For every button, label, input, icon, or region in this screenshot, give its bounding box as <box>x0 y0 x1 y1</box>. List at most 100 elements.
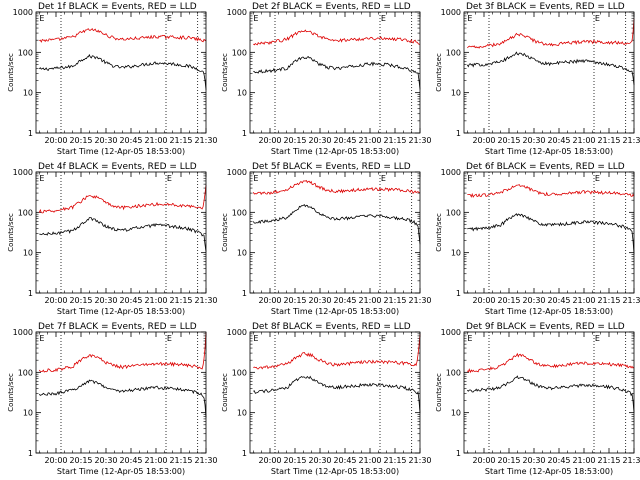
y-tick-label: 100 <box>232 368 247 377</box>
lld-series-line <box>39 28 207 43</box>
event-marker-label: E <box>253 14 258 23</box>
plot-frame <box>463 171 635 294</box>
panel-title: Det 4f BLACK = Events, RED = LLD <box>38 162 197 172</box>
x-tick-label: 21:30 <box>408 456 431 465</box>
detector-panel: Det 6f BLACK = Events, RED = LLD Counts/s… <box>435 162 640 316</box>
x-tick-label: 21:15 <box>169 456 192 465</box>
panel-title: Det 9f BLACK = Events, RED = LLD <box>466 322 625 332</box>
lld-series-line <box>253 29 421 46</box>
y-tick-label: 10 <box>451 409 461 418</box>
y-tick-label: 1000 <box>13 328 33 337</box>
event-marker-label: E <box>167 14 172 23</box>
x-axis-label: Start Time (12-Apr-05 18:53:00) <box>57 467 185 476</box>
event-marker-label: E <box>253 334 258 343</box>
x-tick-label: 20:30 <box>94 456 117 465</box>
y-tick-label: 10 <box>237 249 247 258</box>
detector-panel: Det 1f BLACK = Events, RED = LLD Counts/s… <box>7 2 218 156</box>
x-tick-label: 20:15 <box>69 136 92 145</box>
y-tick-label: 100 <box>446 48 461 57</box>
event-marker-label: E <box>595 174 600 183</box>
detector-panel: Det 3f BLACK = Events, RED = LLD Counts/s… <box>435 2 640 156</box>
events-series-line <box>253 56 421 90</box>
y-axis-label: Counts/sec <box>435 53 443 92</box>
lld-series-line <box>253 333 421 370</box>
y-tick-label: 10 <box>23 409 33 418</box>
x-tick-label: 21:15 <box>383 296 406 305</box>
event-marker-label: E <box>167 334 172 343</box>
event-marker-label: E <box>467 14 472 23</box>
lld-series-line <box>467 184 635 198</box>
x-tick-label: 21:30 <box>622 296 640 305</box>
lld-series-line <box>38 332 207 373</box>
x-tick-label: 20:00 <box>44 136 67 145</box>
x-tick-label: 21:00 <box>358 456 381 465</box>
x-tick-label: 21:15 <box>169 296 192 305</box>
x-tick-label: 21:30 <box>408 296 431 305</box>
x-axis-label: Start Time (12-Apr-05 18:53:00) <box>57 307 185 316</box>
x-axis-label: Start Time (12-Apr-05 18:53:00) <box>57 147 185 156</box>
lld-series-line <box>467 18 635 49</box>
x-tick-label: 21:00 <box>358 296 381 305</box>
x-tick-label: 20:45 <box>547 456 570 465</box>
y-axis-label: Counts/sec <box>7 373 15 412</box>
y-tick-label: 1000 <box>13 168 33 177</box>
x-tick-label: 20:15 <box>283 136 306 145</box>
y-tick-label: 100 <box>446 368 461 377</box>
x-tick-label: 20:15 <box>69 296 92 305</box>
detector-panel: Det 8f BLACK = Events, RED = LLD Counts/s… <box>221 322 432 476</box>
y-tick-label: 1000 <box>227 8 247 17</box>
x-tick-label: 20:30 <box>94 296 117 305</box>
y-tick-label: 100 <box>232 208 247 217</box>
plot-frame <box>35 11 207 134</box>
event-marker-label: E <box>39 334 44 343</box>
x-tick-label: 20:15 <box>283 456 306 465</box>
events-series-line <box>253 375 421 414</box>
events-series-line <box>252 203 421 245</box>
event-marker-label: E <box>39 174 44 183</box>
x-tick-label: 21:15 <box>597 456 620 465</box>
lld-series-line <box>252 179 421 196</box>
x-tick-label: 20:15 <box>497 136 520 145</box>
y-tick-label: 10 <box>237 409 247 418</box>
x-axis-label: Start Time (12-Apr-05 18:53:00) <box>271 307 399 316</box>
y-tick-label: 1000 <box>441 328 461 337</box>
y-tick-label: 1 <box>456 449 461 458</box>
x-axis-label: Start Time (12-Apr-05 18:53:00) <box>485 307 613 316</box>
y-tick-label: 1 <box>242 449 247 458</box>
y-tick-label: 100 <box>18 368 33 377</box>
events-series-line <box>39 217 207 252</box>
event-marker-label: E <box>253 174 258 183</box>
y-tick-label: 1000 <box>441 168 461 177</box>
x-tick-label: 20:15 <box>69 456 92 465</box>
x-tick-label: 20:15 <box>283 296 306 305</box>
x-tick-label: 21:30 <box>194 296 217 305</box>
x-tick-label: 21:00 <box>572 456 595 465</box>
events-series-line <box>467 213 635 255</box>
x-tick-label: 20:45 <box>119 456 142 465</box>
x-tick-label: 20:00 <box>472 136 495 145</box>
x-tick-label: 20:15 <box>497 456 520 465</box>
detector-panel: Det 2f BLACK = Events, RED = LLD Counts/s… <box>221 2 432 156</box>
panel-title: Det 7f BLACK = Events, RED = LLD <box>38 322 197 332</box>
event-marker-label: E <box>167 174 172 183</box>
x-tick-label: 20:15 <box>497 296 520 305</box>
x-axis-label: Start Time (12-Apr-05 18:53:00) <box>271 147 399 156</box>
panel-title: Det 6f BLACK = Events, RED = LLD <box>466 162 625 172</box>
y-tick-label: 10 <box>451 249 461 258</box>
x-tick-label: 21:15 <box>169 136 192 145</box>
y-tick-label: 1 <box>242 129 247 138</box>
plot-frame <box>35 331 207 454</box>
y-axis-label: Counts/sec <box>435 373 443 412</box>
events-series-line <box>38 379 207 418</box>
plot-frame <box>463 331 635 454</box>
y-tick-label: 10 <box>237 89 247 98</box>
x-tick-label: 21:15 <box>597 136 620 145</box>
x-tick-label: 20:30 <box>522 456 545 465</box>
x-tick-label: 21:15 <box>597 296 620 305</box>
plot-frame <box>463 11 635 134</box>
y-tick-label: 100 <box>232 48 247 57</box>
x-tick-label: 20:45 <box>333 456 356 465</box>
panel-title: Det 3f BLACK = Events, RED = LLD <box>466 2 625 12</box>
panel-title: Det 5f BLACK = Events, RED = LLD <box>252 162 411 172</box>
